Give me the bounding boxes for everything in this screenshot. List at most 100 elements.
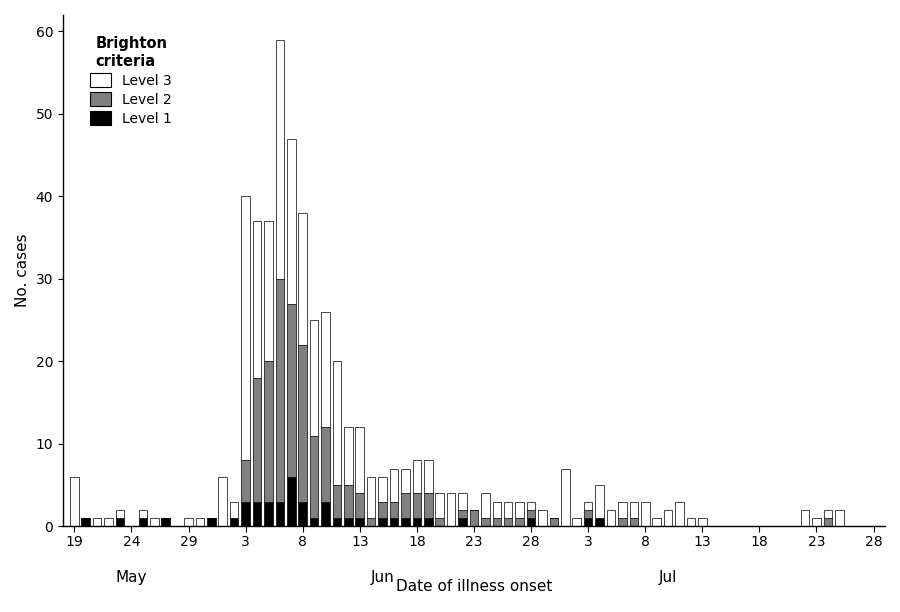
Bar <box>595 518 604 526</box>
Bar <box>333 361 341 485</box>
Bar <box>436 518 444 526</box>
Bar <box>446 493 455 526</box>
Bar <box>287 139 295 304</box>
Bar <box>401 518 410 526</box>
Bar <box>516 502 524 518</box>
Bar <box>70 477 78 526</box>
Bar <box>321 502 329 526</box>
Bar <box>93 518 102 526</box>
Bar <box>253 378 261 502</box>
Bar <box>412 518 421 526</box>
Bar <box>835 510 843 526</box>
X-axis label: Date of illness onset: Date of illness onset <box>396 579 552 594</box>
Bar <box>344 427 353 485</box>
Bar <box>299 213 307 345</box>
Bar <box>629 518 638 526</box>
Bar <box>253 502 261 526</box>
Bar <box>561 469 570 526</box>
Bar <box>150 518 158 526</box>
Bar <box>356 427 364 493</box>
Bar <box>618 518 626 526</box>
Bar <box>287 304 295 477</box>
Bar <box>584 518 592 526</box>
Text: Jun: Jun <box>371 570 394 585</box>
Bar <box>412 493 421 518</box>
Bar <box>219 477 227 526</box>
Bar <box>310 436 319 518</box>
Bar <box>424 518 433 526</box>
Bar <box>378 477 387 502</box>
Bar <box>333 518 341 526</box>
Bar <box>230 518 238 526</box>
Bar <box>116 518 124 526</box>
Bar <box>82 518 90 526</box>
Bar <box>390 518 399 526</box>
Bar <box>310 320 319 436</box>
Bar <box>698 518 706 526</box>
Bar <box>492 502 501 518</box>
Legend: Level 3, Level 2, Level 1: Level 3, Level 2, Level 1 <box>86 32 176 130</box>
Bar <box>321 312 329 427</box>
Bar <box>116 510 124 518</box>
Bar <box>344 485 353 518</box>
Text: Jul: Jul <box>659 570 677 585</box>
Bar <box>195 518 204 526</box>
Bar <box>526 518 536 526</box>
Bar <box>104 518 112 526</box>
Bar <box>618 502 626 518</box>
Bar <box>275 279 284 502</box>
Bar <box>801 510 809 526</box>
Bar <box>230 502 238 518</box>
Bar <box>526 502 536 510</box>
Bar <box>424 460 433 493</box>
Bar <box>390 502 399 518</box>
Bar <box>584 502 592 510</box>
Bar <box>401 493 410 518</box>
Bar <box>299 502 307 526</box>
Bar <box>356 493 364 518</box>
Bar <box>629 502 638 518</box>
Bar <box>321 427 329 502</box>
Bar <box>824 510 832 518</box>
Bar <box>812 518 821 526</box>
Y-axis label: No. cases: No. cases <box>15 234 30 307</box>
Bar <box>253 221 261 378</box>
Bar <box>139 518 147 526</box>
Bar <box>344 518 353 526</box>
Bar <box>504 502 512 518</box>
Bar <box>664 510 672 526</box>
Bar <box>412 460 421 493</box>
Bar <box>287 477 295 526</box>
Text: May: May <box>116 570 148 585</box>
Bar <box>436 493 444 518</box>
Bar <box>264 221 273 361</box>
Bar <box>824 518 832 526</box>
Bar <box>516 518 524 526</box>
Bar <box>241 460 250 502</box>
Bar <box>584 510 592 518</box>
Bar <box>207 518 216 526</box>
Bar <box>356 518 364 526</box>
Bar <box>538 510 546 526</box>
Bar <box>482 518 490 526</box>
Bar <box>367 518 375 526</box>
Bar <box>299 345 307 502</box>
Bar <box>424 493 433 518</box>
Bar <box>401 469 410 493</box>
Bar <box>595 485 604 518</box>
Bar <box>482 493 490 518</box>
Bar <box>264 361 273 502</box>
Bar <box>161 518 170 526</box>
Bar <box>264 502 273 526</box>
Bar <box>275 40 284 279</box>
Bar <box>275 502 284 526</box>
Bar <box>184 518 193 526</box>
Bar <box>310 518 319 526</box>
Bar <box>367 477 375 518</box>
Bar <box>607 510 616 526</box>
Bar <box>641 502 650 526</box>
Bar <box>458 518 467 526</box>
Bar <box>504 518 512 526</box>
Bar <box>378 518 387 526</box>
Bar <box>458 510 467 518</box>
